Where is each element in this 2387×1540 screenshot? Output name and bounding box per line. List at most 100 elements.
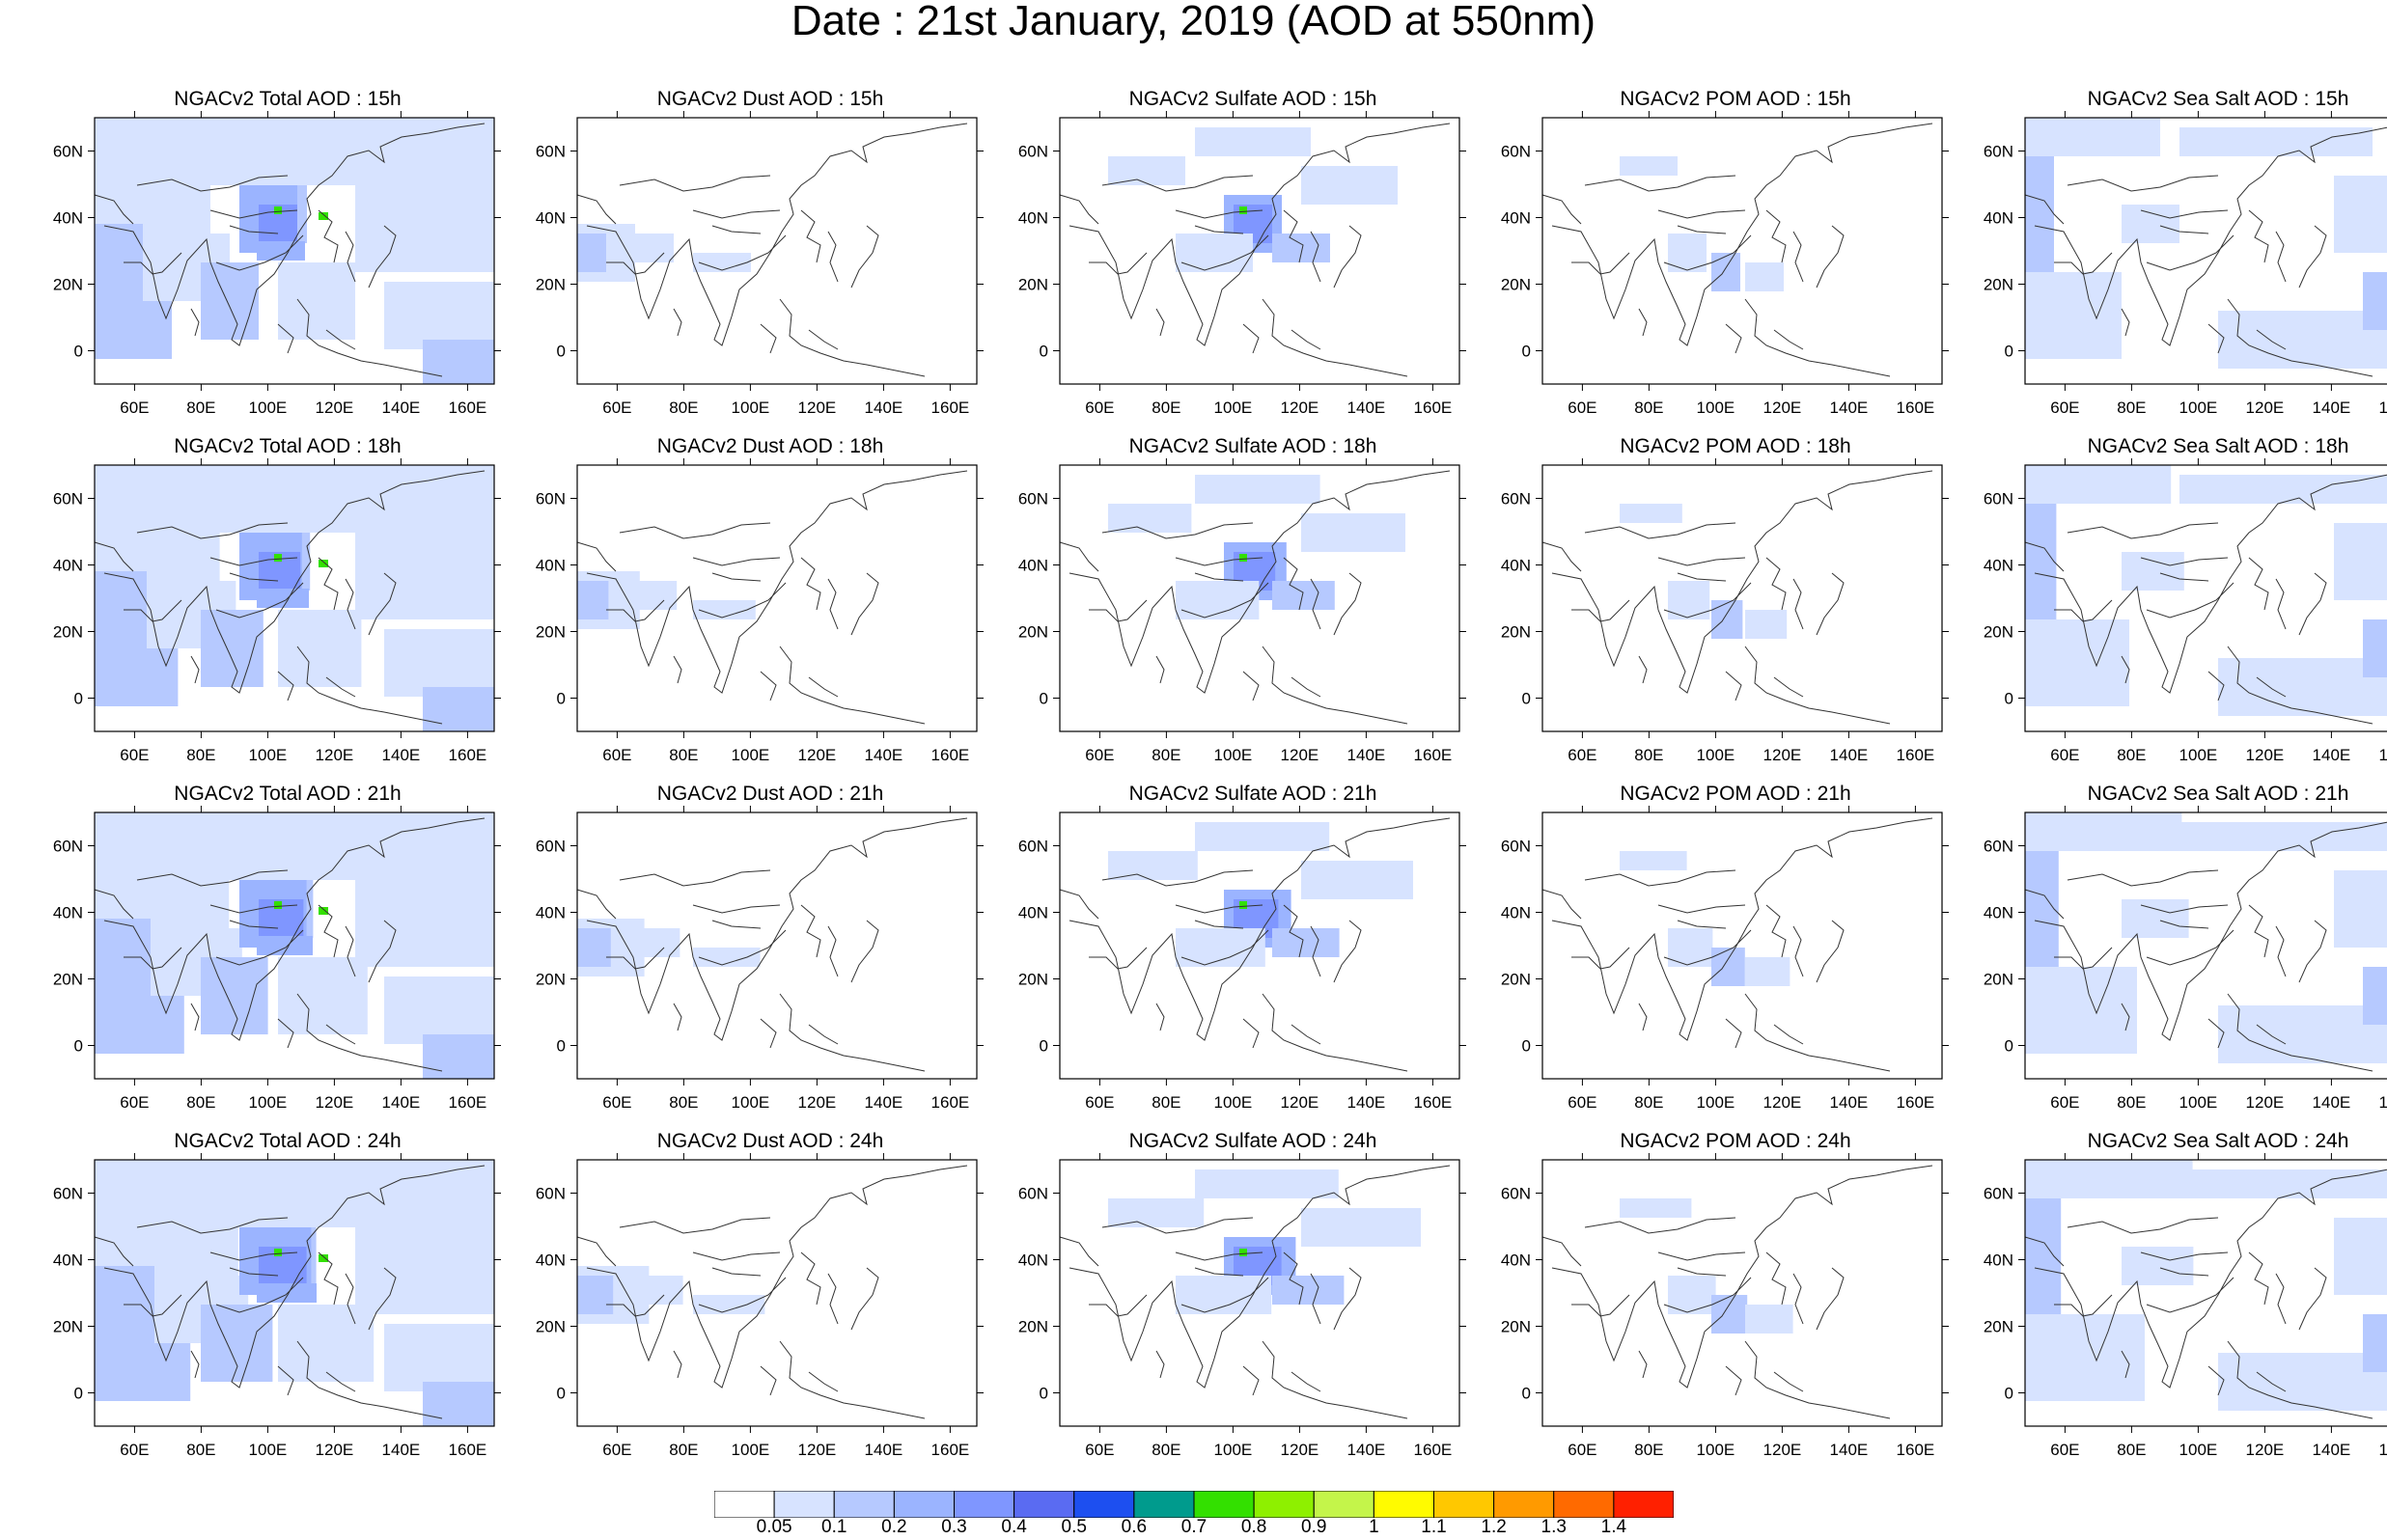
coastline (760, 1018, 777, 1049)
coastline (1101, 522, 1254, 539)
x-tick-label: 80E (669, 1441, 698, 1459)
coastline (368, 572, 397, 636)
plot-border (2024, 1159, 2387, 1427)
aod-field-patch (577, 581, 609, 619)
aod-field-patch (2025, 465, 2172, 504)
x-tick-label: 160E (2379, 746, 2387, 764)
map-frame: 60E 80E 100E 120E 140E 160E 60N 40N 20N 0 (46, 1153, 529, 1476)
coastline (1677, 1267, 1727, 1277)
coastline (1242, 323, 1260, 354)
coastline (2140, 557, 2229, 566)
aod-field-patch (2025, 967, 2137, 1054)
aod-field-patch (1108, 156, 1185, 185)
coastline (673, 1350, 682, 1379)
aod-field-patch (201, 262, 259, 340)
coastline (277, 1018, 294, 1049)
coastline (1089, 1294, 1148, 1317)
map-panel-seasalt-row1: NGACv2 Sea Salt AOD : 18h 60E 80E 100E 120E 1… (1977, 434, 2387, 782)
coastline (345, 231, 356, 283)
plot-border (1059, 811, 1460, 1080)
aod-field-patch (423, 340, 494, 384)
x-tick-label: 160E (1897, 399, 1935, 417)
colorbar-swatch (1313, 1491, 1374, 1518)
y-tick-label: 0 (1040, 690, 1048, 708)
map-plot: 60E 80E 100E 120E 140E 160E 60N 40N 20N 0 (1501, 806, 1949, 1112)
coastline (1059, 1236, 1099, 1267)
map-frame: 60E 80E 100E 120E 140E 160E 60N 40N 20N 0 (1012, 458, 1494, 782)
coastline (1541, 1236, 1582, 1267)
coastline (190, 1003, 200, 1031)
y-tick-label: 40N (1984, 557, 2013, 575)
aod-hotspot-marker (1239, 554, 1247, 562)
plot-border (94, 811, 495, 1080)
x-tick-label: 120E (798, 1441, 837, 1459)
coastline (318, 209, 339, 263)
x-tick-label: 60E (602, 399, 631, 417)
y-tick-label: 60N (1984, 1185, 2013, 1203)
aod-field-patch (257, 936, 313, 955)
map-plot: 60E 80E 100E 120E 140E 160E 60N 40N 20N 0 (1501, 111, 1949, 417)
aod-field-patch (423, 1382, 494, 1426)
coastline (619, 175, 771, 192)
panel-title: NGACv2 Sea Salt AOD : 15h (2087, 88, 2349, 110)
map-panel-dust-row3: NGACv2 Dust AOD : 24h 60E 80E 100E 120E 140E 1… (529, 1129, 1012, 1476)
y-tick-label: 60N (53, 1185, 83, 1203)
coastline (1283, 904, 1304, 958)
colorbar-label: 0.8 (1240, 1517, 1267, 1537)
aod-field-patch (2122, 205, 2179, 243)
x-tick-label: 120E (1763, 399, 1802, 417)
coastline (1262, 993, 1408, 1072)
aod-field-patch (1195, 1169, 1339, 1198)
coastline (850, 920, 879, 983)
x-tick-label: 140E (865, 1093, 903, 1112)
aod-field-patch (1745, 957, 1790, 986)
coastline (1773, 676, 1804, 698)
y-tick-label: 20N (536, 623, 566, 642)
coastline (2140, 904, 2229, 914)
coastline (1283, 1251, 1304, 1306)
y-tick-label: 20N (536, 1318, 566, 1336)
y-tick-label: 60N (1501, 1185, 1531, 1203)
x-tick-label: 140E (1830, 746, 1869, 764)
y-tick-label: 0 (1522, 690, 1531, 708)
plot-area (1542, 465, 1942, 731)
x-tick-label: 120E (1281, 399, 1319, 417)
coastline (1773, 1024, 1804, 1045)
colorbar-swatch (833, 1491, 895, 1518)
y-tick-label: 60N (536, 143, 566, 161)
coastline (136, 522, 289, 539)
coastline (1773, 329, 1804, 350)
coastline (1069, 123, 1451, 346)
coastline (2248, 1251, 2269, 1306)
aod-field-patch (1745, 1305, 1793, 1334)
colorbar-swatch (773, 1491, 835, 1518)
y-tick-label: 0 (74, 690, 83, 708)
coastline (1765, 904, 1787, 958)
x-tick-label: 120E (798, 746, 837, 764)
coastline (2140, 209, 2229, 219)
aod-hotspot-marker (274, 1249, 282, 1256)
coastline (1551, 817, 1933, 1041)
coastline (124, 947, 182, 970)
y-tick-label: 20N (53, 276, 83, 294)
panel-title: NGACv2 Total AOD : 15h (174, 88, 402, 110)
coastline (1180, 582, 1269, 619)
coastline (1677, 920, 1727, 929)
y-tick-label: 60N (1018, 838, 1048, 856)
coastline (136, 1217, 289, 1234)
colorbar-label: 1.1 (1421, 1517, 1447, 1537)
aod-hotspot-marker (274, 901, 282, 909)
coastline (2275, 578, 2287, 630)
aod-field-patch (1745, 262, 1784, 291)
aod-field-patch (259, 1247, 307, 1285)
y-tick-label: 40N (1018, 209, 1048, 228)
y-tick-label: 0 (557, 690, 566, 708)
map-plot: 60E 80E 100E 120E 140E 160E 60N 40N 20N 0 (53, 458, 501, 764)
aod-field-patch (355, 156, 494, 272)
coastline (1744, 993, 1891, 1072)
y-tick-label: 40N (1984, 1251, 2013, 1270)
coastline (1663, 234, 1752, 271)
y-tick-label: 60N (1018, 1185, 1048, 1203)
coastline (779, 298, 926, 377)
coastline (1310, 1273, 1321, 1325)
